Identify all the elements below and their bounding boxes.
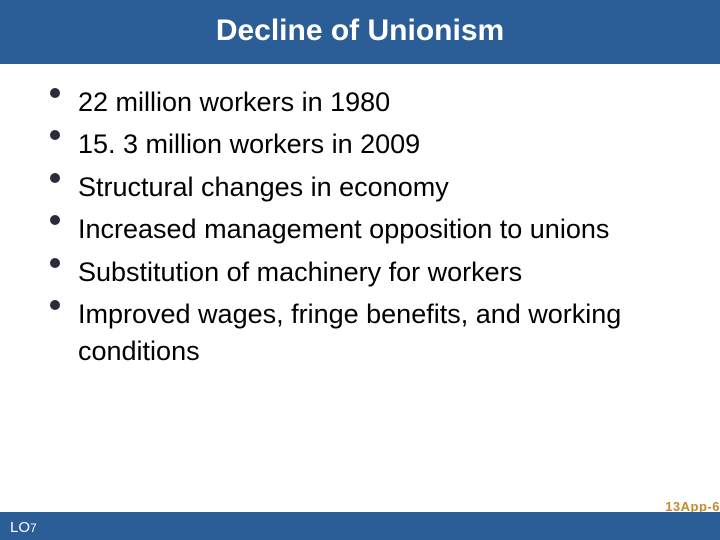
list-item: 15. 3 million workers in 2009 bbox=[50, 126, 690, 162]
lo-prefix: LO bbox=[10, 519, 30, 536]
list-item: Increased management opposition to union… bbox=[50, 211, 690, 247]
bullet-icon bbox=[50, 258, 60, 268]
bullet-list: 22 million workers in 1980 15. 3 million… bbox=[50, 84, 690, 369]
slide-title: Decline of Unionism bbox=[216, 14, 504, 47]
bullet-icon bbox=[50, 88, 60, 98]
bullet-icon bbox=[50, 300, 60, 310]
slide-title-bar: Decline of Unionism bbox=[0, 0, 720, 64]
bullet-icon bbox=[50, 215, 60, 225]
bullet-icon bbox=[50, 130, 60, 140]
bullet-text: 15. 3 million workers in 2009 bbox=[78, 129, 420, 159]
slide-content: 22 million workers in 1980 15. 3 million… bbox=[0, 64, 720, 369]
bullet-text: Improved wages, fringe benefits, and wor… bbox=[78, 299, 621, 365]
lo-number: 7 bbox=[30, 521, 37, 535]
list-item: 22 million workers in 1980 bbox=[50, 84, 690, 120]
bullet-text: Structural changes in economy bbox=[78, 172, 449, 202]
slide-footer: LO7 bbox=[0, 512, 720, 540]
learning-objective-label: LO7 bbox=[10, 519, 37, 536]
bullet-icon bbox=[50, 173, 60, 183]
list-item: Structural changes in economy bbox=[50, 169, 690, 205]
bullet-text: Increased management opposition to union… bbox=[78, 214, 609, 244]
list-item: Improved wages, fringe benefits, and wor… bbox=[50, 296, 690, 369]
list-item: Substitution of machinery for workers bbox=[50, 254, 690, 290]
bullet-text: Substitution of machinery for workers bbox=[78, 257, 522, 287]
bullet-text: 22 million workers in 1980 bbox=[78, 87, 390, 117]
